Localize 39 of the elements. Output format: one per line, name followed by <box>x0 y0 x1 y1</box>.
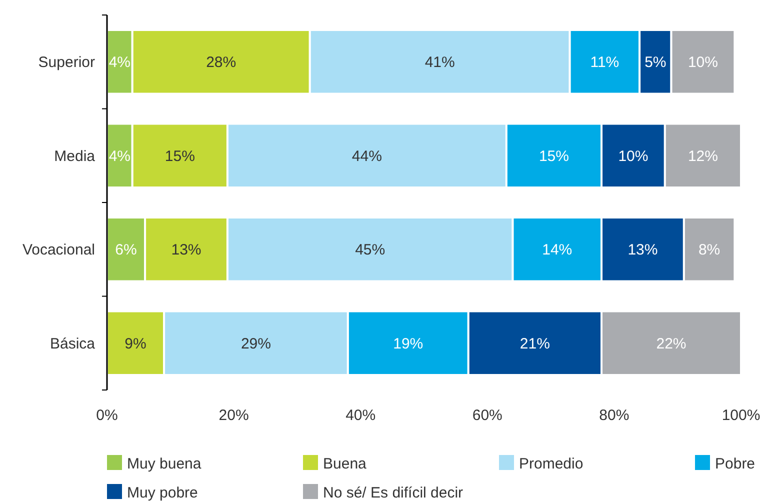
data-label: 4% <box>108 54 131 72</box>
legend-label: No sé/ Es difícil decir <box>323 484 464 502</box>
data-label: 29% <box>240 335 272 352</box>
data-label: 41% <box>424 54 455 72</box>
y-tick-label: Media <box>54 148 96 165</box>
data-label: 15% <box>164 148 195 165</box>
data-label: 14% <box>542 242 572 259</box>
x-tick-label: 20% <box>218 407 249 424</box>
x-tick-label: 60% <box>472 407 502 424</box>
data-label: 13% <box>171 242 202 259</box>
data-label: 15% <box>538 148 569 165</box>
legend-label: Muy pobre <box>127 484 198 502</box>
y-tick-label: Superior <box>38 54 95 72</box>
data-label: 11% <box>590 54 620 72</box>
data-label: 21% <box>520 335 550 352</box>
data-label: 19% <box>393 335 424 352</box>
x-tick-label: 80% <box>599 407 630 424</box>
data-label: 13% <box>628 242 658 259</box>
data-label: 44% <box>352 148 382 165</box>
x-tick-label: 100% <box>722 407 760 424</box>
x-tick-label: 0% <box>96 407 118 424</box>
data-label: 5% <box>644 54 666 72</box>
legend-label: Pobre <box>715 455 756 472</box>
y-tick-label: Básica <box>50 335 96 352</box>
legend-label: Buena <box>323 455 368 472</box>
data-label: 8% <box>698 242 720 259</box>
data-label: 45% <box>355 242 386 259</box>
data-label: 9% <box>124 335 146 352</box>
data-label: 10% <box>688 54 718 72</box>
y-tick-label: Vocacional <box>22 242 95 259</box>
legend-label: Promedio <box>519 455 584 472</box>
legend-label: Muy buena <box>127 455 202 472</box>
data-label: 4% <box>108 148 131 165</box>
data-label: 28% <box>206 54 236 72</box>
data-label: 12% <box>688 148 718 165</box>
data-label: 22% <box>656 335 686 352</box>
data-label: 10% <box>618 148 648 165</box>
data-label: 6% <box>115 242 137 259</box>
x-tick-label: 40% <box>346 407 376 424</box>
